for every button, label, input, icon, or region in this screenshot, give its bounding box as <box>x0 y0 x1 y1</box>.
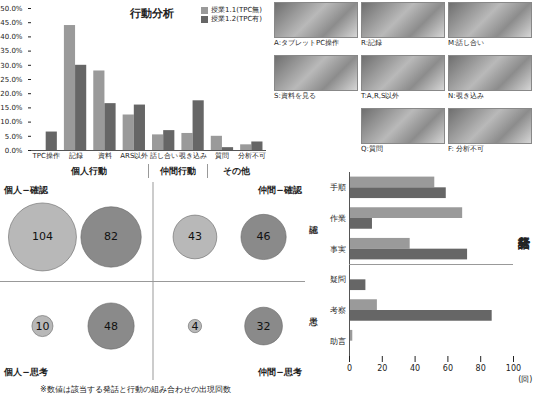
svg-text:80: 80 <box>476 364 486 373</box>
svg-text:分析不可: 分析不可 <box>238 152 266 160</box>
svg-text:考察: 考察 <box>330 306 346 315</box>
svg-text:手順: 手順 <box>330 183 346 192</box>
svg-text:仲間−確認: 仲間−確認 <box>257 185 303 195</box>
svg-text:覗き込み: 覗き込み <box>179 152 207 160</box>
svg-text:32: 32 <box>257 320 271 333</box>
html-text:M:話し合い: M:話し合い <box>448 39 485 47</box>
svg-text:個人−思考: 個人−思考 <box>3 367 48 377</box>
html-text:授業1.1(TPC無): 授業1.1(TPC無) <box>211 6 262 14</box>
svg-text:30.0%: 30.0% <box>0 62 23 70</box>
svg-text:50.0%: 50.0% <box>0 5 23 13</box>
html-text:F: 分析不可: F: 分析不可 <box>448 145 485 153</box>
svg-text:20: 20 <box>377 364 387 373</box>
html-text:Q:質問: Q:質問 <box>361 145 383 153</box>
html-text:T:A,R,S以外: T:A,R,S以外 <box>361 92 400 100</box>
svg-text:35.0%: 35.0% <box>0 47 23 55</box>
html-text:S:資料を見る: S:資料を見る <box>274 92 316 100</box>
svg-text:疑問: 疑問 <box>330 275 346 284</box>
svg-text:4: 4 <box>191 320 198 333</box>
html-text:その他: その他 <box>223 166 251 176</box>
svg-text:15.0%: 15.0% <box>0 104 23 112</box>
svg-text:45.0%: 45.0% <box>0 19 23 27</box>
svg-text:ARS以外: ARS以外 <box>120 152 148 160</box>
svg-text:個人−確認: 個人−確認 <box>3 185 49 195</box>
html-text:行動分析: 行動分析 <box>130 7 174 20</box>
svg-text:46: 46 <box>257 230 271 243</box>
svg-text:資料: 資料 <box>98 152 112 160</box>
svg-text:82: 82 <box>104 230 118 243</box>
svg-text:20.0%: 20.0% <box>0 90 23 98</box>
svg-text:25.0%: 25.0% <box>0 76 23 84</box>
html-text:A:タブレットPC操作: A:タブレットPC操作 <box>274 39 340 47</box>
svg-text:TPC操作: TPC操作 <box>31 152 59 160</box>
svg-text:48: 48 <box>104 320 118 333</box>
svg-text:40: 40 <box>410 364 420 373</box>
html-text:発話分析: 発話分析 <box>517 227 531 228</box>
html-text:N:覗き込み: N:覗き込み <box>448 92 484 100</box>
svg-text:10.0%: 10.0% <box>0 118 23 126</box>
svg-text:104: 104 <box>32 230 53 243</box>
svg-text:0.0%: 0.0% <box>5 147 23 155</box>
svg-text:40.0%: 40.0% <box>0 33 23 41</box>
html-text:R:記録: R:記録 <box>361 39 382 47</box>
svg-text:60: 60 <box>443 364 453 373</box>
svg-text:0: 0 <box>347 364 352 373</box>
html-text:個人行動: 個人行動 <box>71 166 108 176</box>
html-text:仲間行動: 仲間行動 <box>159 166 196 176</box>
svg-text:5.0%: 5.0% <box>5 133 23 141</box>
svg-text:43: 43 <box>188 230 202 243</box>
svg-text:仲間−思考: 仲間−思考 <box>257 367 302 377</box>
html-text:※数値は該当する発話と行動の組み合わせの出現回数: ※数値は該当する発話と行動の組み合わせの出現回数 <box>40 385 231 394</box>
svg-text:事実: 事実 <box>330 245 346 254</box>
html-text:授業1.2(TPC有): 授業1.2(TPC有) <box>211 15 262 23</box>
svg-text:助言: 助言 <box>330 337 346 346</box>
svg-text:話し合い: 話し合い <box>150 152 178 160</box>
svg-text:(回): (回) <box>518 375 532 384</box>
svg-text:100: 100 <box>506 364 521 373</box>
svg-text:10: 10 <box>35 320 49 333</box>
svg-text:作業: 作業 <box>329 214 346 223</box>
svg-text:記録: 記録 <box>69 152 83 160</box>
svg-text:質問: 質問 <box>215 152 229 160</box>
